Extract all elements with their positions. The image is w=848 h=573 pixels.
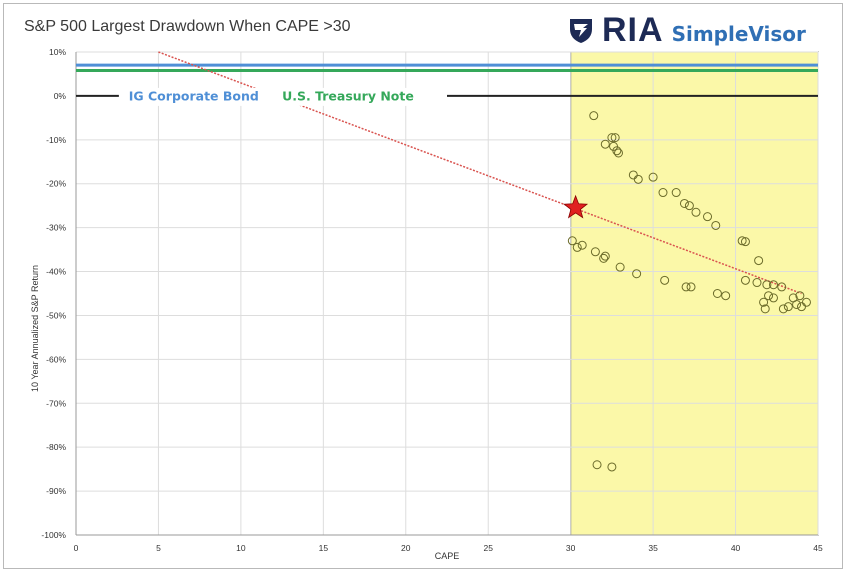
data-point bbox=[615, 262, 625, 272]
data-point bbox=[592, 460, 602, 470]
x-tick-label: 30 bbox=[566, 543, 576, 553]
y-tick-label: -40% bbox=[46, 267, 66, 277]
brand-logo: RIA SimpleVisor bbox=[566, 10, 806, 50]
shield-eagle-icon bbox=[570, 19, 592, 43]
data-point bbox=[600, 139, 610, 149]
data-point bbox=[759, 297, 769, 307]
data-point bbox=[681, 282, 691, 292]
data-point bbox=[797, 302, 807, 312]
data-point bbox=[589, 111, 599, 121]
y-tick-label: -30% bbox=[46, 223, 66, 233]
data-point bbox=[660, 275, 670, 285]
data-point bbox=[752, 278, 762, 288]
data-point bbox=[792, 299, 802, 309]
x-tick-label: 40 bbox=[731, 543, 741, 553]
data-point bbox=[777, 282, 787, 292]
data-point bbox=[577, 240, 587, 250]
data-point bbox=[703, 212, 713, 222]
y-tick-label: -100% bbox=[41, 530, 66, 540]
y-tick-label: -10% bbox=[46, 135, 66, 145]
data-point bbox=[686, 282, 696, 292]
data-point bbox=[760, 304, 770, 314]
data-point bbox=[607, 462, 617, 472]
data-point bbox=[648, 172, 658, 182]
y-axis-title: 10 Year Annualized S&P Return bbox=[30, 265, 40, 392]
y-axis-ticks: 10% 0% -10% -20% -30% -40% -50% -60% -70% -80% -90… bbox=[41, 47, 66, 540]
logo-brand-text: RIA bbox=[602, 10, 664, 49]
data-point bbox=[567, 236, 577, 246]
y-tick-label: -60% bbox=[46, 354, 66, 364]
ig-corporate-bond-label: IG Corporate Bond bbox=[129, 88, 259, 103]
x-axis-title: CAPE bbox=[435, 551, 460, 561]
data-point bbox=[711, 220, 721, 230]
data-point bbox=[633, 174, 643, 184]
data-point bbox=[572, 242, 582, 252]
x-tick-label: 45 bbox=[813, 543, 823, 553]
x-tick-label: 10 bbox=[236, 543, 246, 553]
current-cape-star-marker bbox=[563, 194, 589, 219]
logo-product-text: SimpleVisor bbox=[671, 22, 806, 46]
data-point bbox=[610, 133, 620, 143]
data-point bbox=[783, 302, 793, 312]
data-point bbox=[613, 148, 623, 158]
x-tick-label: 35 bbox=[648, 543, 658, 553]
data-point bbox=[671, 188, 681, 198]
data-point bbox=[612, 146, 622, 156]
data-point bbox=[768, 280, 778, 290]
data-point bbox=[754, 256, 764, 266]
y-tick-label: -20% bbox=[46, 179, 66, 189]
x-tick-label: 15 bbox=[319, 543, 329, 553]
data-point bbox=[712, 289, 722, 298]
y-tick-label: -70% bbox=[46, 398, 66, 408]
data-point bbox=[590, 247, 600, 257]
x-tick-label: 20 bbox=[401, 543, 411, 553]
data-point bbox=[740, 237, 750, 247]
data-point bbox=[764, 291, 774, 301]
data-point bbox=[768, 293, 778, 303]
data-point bbox=[600, 251, 610, 261]
grid-lines bbox=[75, 51, 819, 536]
y-tick-label: 10% bbox=[49, 47, 66, 57]
y-tick-label: -90% bbox=[46, 486, 66, 496]
x-tick-label: 5 bbox=[156, 543, 161, 553]
data-point bbox=[740, 275, 750, 285]
y-tick-label: 0% bbox=[54, 91, 67, 101]
data-point bbox=[737, 236, 747, 246]
y-tick-label: -80% bbox=[46, 442, 66, 452]
bond-label-background bbox=[118, 87, 448, 106]
data-point bbox=[679, 198, 689, 208]
y-tick-label: -50% bbox=[46, 310, 66, 320]
data-point bbox=[658, 188, 668, 198]
trend-line bbox=[158, 51, 802, 295]
data-point bbox=[607, 133, 617, 143]
data-point bbox=[795, 291, 805, 301]
data-point bbox=[684, 201, 694, 211]
data-point bbox=[778, 304, 788, 314]
data-point bbox=[632, 269, 642, 279]
data-point bbox=[762, 280, 772, 290]
data-points bbox=[567, 111, 811, 472]
treasury-note-label: U.S. Treasury Note bbox=[282, 88, 414, 103]
x-tick-label: 0 bbox=[74, 543, 79, 553]
data-point bbox=[599, 253, 609, 263]
x-axis-ticks: 0 5 10 15 20 25 30 35 40 45 bbox=[74, 543, 823, 553]
data-point bbox=[691, 207, 701, 217]
x-tick-label: 25 bbox=[483, 543, 493, 553]
chart-title: S&P 500 Largest Drawdown When CAPE >30 bbox=[24, 18, 351, 35]
data-point bbox=[721, 291, 731, 301]
cape-above-30-region bbox=[570, 51, 819, 536]
